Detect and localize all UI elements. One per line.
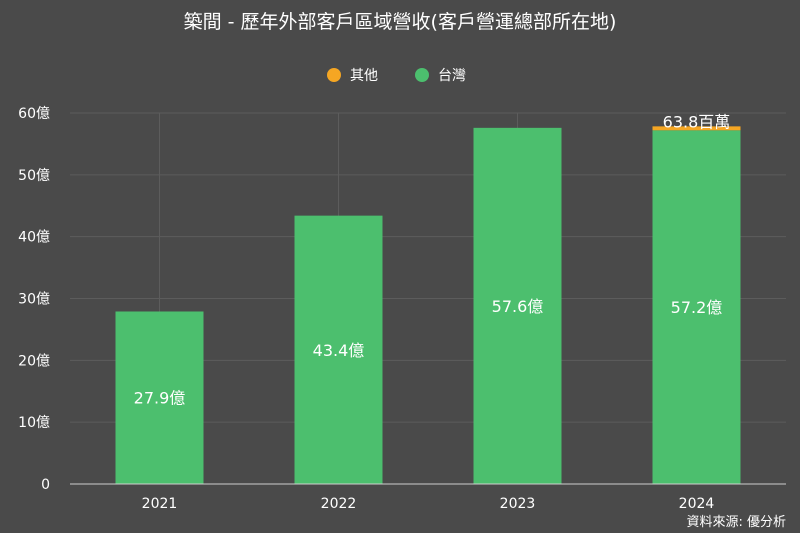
x-tick-label: 2023 [500,496,536,512]
data-label: 57.6億 [492,297,544,316]
x-tick-label: 2024 [679,496,715,512]
chart-title: 築間 - 歷年外部客戶區域營收(客戶營運總部所在地) [184,11,617,33]
legend-label-其他: 其他 [350,68,378,84]
y-tick-label: 0 [41,477,50,493]
legend-marker-台灣 [415,68,429,82]
bar-台灣-2022 [294,215,383,485]
bar-台灣-2023 [473,127,562,484]
bar-其他-2024 [652,126,741,131]
bars [115,126,741,485]
y-tick-label: 50億 [18,168,50,184]
y-tick-label: 40億 [18,230,50,246]
data-label: 27.9億 [134,389,186,408]
source-note: 資料來源: 優分析 [686,515,786,530]
y-axis: 0 10億 20億 30億 40億 50億 60億 [18,106,786,493]
y-tick-label: 20億 [18,353,50,369]
legend: 其他 台灣 [327,68,466,84]
data-label: 57.2億 [671,298,723,317]
x-tick-label: 2022 [321,496,357,512]
y-tick-label: 30億 [18,292,50,308]
y-tick-label: 60億 [18,106,50,122]
data-labels: 27.9億 43.4億 57.6億 57.2億 63.8百萬 [134,112,731,407]
bar-台灣-2021 [115,311,204,484]
data-label: 43.4億 [313,341,365,360]
data-label: 63.8百萬 [663,112,731,131]
x-axis: 2021 2022 2023 2024 [142,496,715,512]
y-tick-label: 10億 [18,415,50,431]
bar-台灣-2024 [652,130,741,484]
legend-marker-其他 [327,68,341,82]
x-tick-label: 2021 [142,496,178,512]
legend-label-台灣: 台灣 [438,68,466,84]
